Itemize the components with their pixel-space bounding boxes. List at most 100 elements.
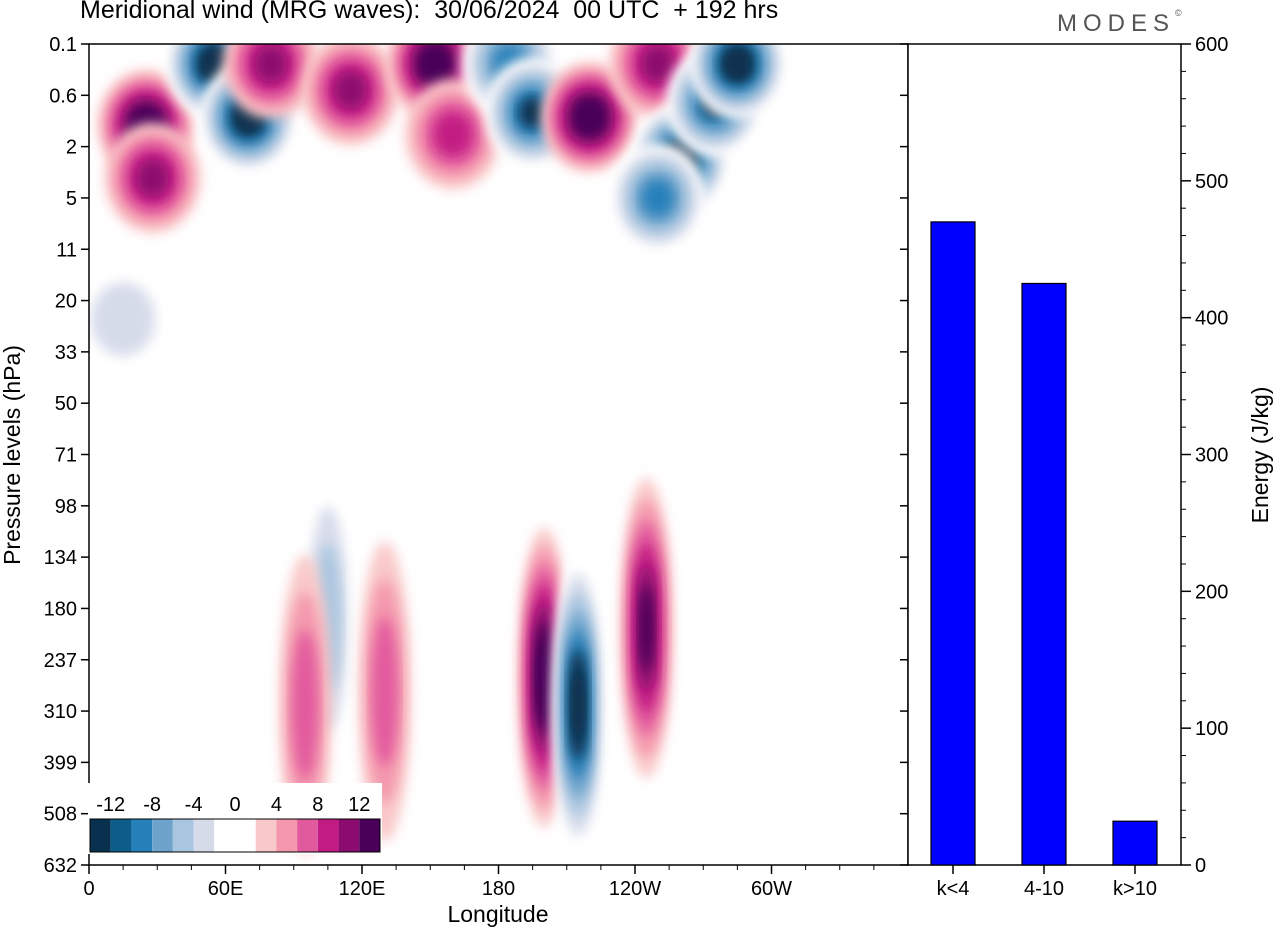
pressure-tick-label: 50	[55, 393, 77, 415]
pressure-tick-label: 134	[44, 547, 77, 569]
energy-tick-label: 500	[1195, 171, 1228, 193]
contour-level	[725, 50, 750, 78]
energy-bar	[930, 221, 976, 866]
wind-feature	[89, 264, 172, 375]
wind-feature	[620, 478, 673, 779]
contour-level	[202, 50, 227, 78]
colorbar-swatch	[214, 819, 235, 852]
wind-feature	[358, 541, 411, 842]
colorbar-frame	[89, 818, 381, 853]
wind-feature	[552, 554, 605, 855]
energy-bar	[1112, 820, 1158, 866]
colorbar-swatch	[359, 819, 380, 852]
contour-level	[334, 71, 367, 109]
colorbar-swatch	[235, 819, 256, 852]
pressure-tick-label: 20	[55, 291, 77, 313]
pressure-tick-label: 180	[44, 598, 77, 620]
pressure-tick-label: 33	[55, 342, 77, 364]
colorbar-label: 0	[229, 794, 240, 816]
energy-tick-label: 300	[1195, 445, 1228, 467]
colorbar-label: -4	[185, 794, 203, 816]
chart-title: Meridional wind (MRG waves): 30/06/2024 …	[80, 0, 779, 24]
colorbar-swatch	[110, 819, 132, 852]
contour-level	[255, 45, 287, 83]
energy-axis-label: Energy (J/kg)	[1247, 387, 1273, 524]
longitude-tick-label: 120E	[339, 878, 386, 900]
colorbar-label: 12	[348, 794, 370, 816]
category-label: k>10	[1113, 878, 1157, 900]
heatmap-background	[89, 44, 908, 865]
energy-tick-label: 200	[1195, 581, 1228, 603]
pressure-tick-label: 5	[66, 188, 77, 210]
pressure-tick-label: 237	[44, 650, 77, 672]
pressure-axis-label: Pressure levels (hPa)	[0, 345, 25, 565]
contour-level	[371, 616, 398, 767]
longitude-tick-label: 0	[83, 878, 94, 900]
pressure-tick-label: 11	[56, 239, 77, 261]
colorbar: -12 -8 -4 0 4 8 12	[88, 783, 382, 854]
colorbar-swatch	[255, 819, 277, 852]
wind-feature	[302, 44, 399, 146]
category-label: 4-10	[1024, 878, 1064, 900]
pressure-tick-label: 310	[44, 701, 77, 723]
longitude-tick-label: 60W	[751, 878, 792, 900]
wind-feature	[223, 44, 319, 119]
modes-logo: MODES©	[1057, 8, 1182, 37]
energy-bars: k<4 4-10 k>10	[930, 221, 1158, 900]
colorbar-swatch	[131, 819, 153, 852]
energy-axis: 0 100 200 300 400 500 600	[1181, 34, 1228, 877]
colorbar-label: -12	[96, 794, 125, 816]
energy-tick-label: 600	[1195, 34, 1228, 56]
colorbar-swatch	[172, 819, 194, 852]
heatmap-plot	[89, 44, 908, 865]
wind-feature	[609, 142, 706, 253]
contour-level	[641, 45, 674, 83]
energy-tick-label: 400	[1195, 308, 1228, 330]
pressure-tick-label: 71	[55, 445, 77, 467]
colorbar-swatch	[193, 819, 215, 852]
wind-features	[89, 44, 786, 855]
pressure-tick-label: 399	[44, 752, 77, 774]
longitude-tick-label: 60E	[208, 878, 244, 900]
wind-feature	[541, 62, 638, 173]
contour-level	[537, 639, 551, 715]
pressure-axis: 0.1 0.6 2 5 11 20 33 50 71 98 134 180 237 310 399 508 63…	[44, 34, 908, 877]
wind-feature	[104, 122, 201, 233]
colorbar-swatch	[317, 819, 339, 852]
colorbar-label: 8	[312, 794, 323, 816]
contour-level	[136, 159, 169, 197]
colorbar-swatch	[90, 819, 111, 852]
contour-level	[641, 179, 674, 217]
pressure-tick-label: 98	[55, 496, 77, 518]
colorbar-swatch	[297, 819, 318, 852]
contour-level	[577, 103, 602, 131]
contour-level	[433, 112, 473, 157]
pressure-tick-label: 2	[66, 137, 77, 159]
colorbar-label: -8	[143, 794, 161, 816]
wind-feature	[405, 79, 501, 190]
colorbar-label: 4	[271, 794, 282, 816]
contour-level	[571, 667, 585, 743]
pressure-tick-label: 508	[44, 804, 77, 826]
contour-level	[638, 585, 654, 671]
longitude-tick-label: 120W	[609, 878, 661, 900]
colorbar-swatch	[338, 819, 360, 852]
contour-level	[91, 282, 156, 356]
colorbar-swatch	[152, 819, 173, 852]
pressure-tick-label: 0.6	[49, 85, 77, 107]
longitude-axis: 0 60E 120E 180 120W 60W	[83, 865, 875, 900]
contour-level	[518, 96, 547, 129]
longitude-axis-label: Longitude	[447, 901, 548, 927]
energy-tick-label: 0	[1195, 855, 1206, 877]
pressure-tick-label: 0.1	[49, 34, 77, 56]
energy-bar	[1021, 282, 1067, 866]
contour-level	[292, 629, 319, 780]
longitude-tick-label: 180	[482, 878, 515, 900]
energy-tick-label: 100	[1195, 718, 1228, 740]
pressure-tick-label: 632	[44, 855, 77, 877]
contour-level	[422, 50, 447, 78]
category-label: k<4	[937, 878, 970, 900]
wind-feature	[279, 554, 332, 855]
wind-feature	[689, 44, 786, 119]
